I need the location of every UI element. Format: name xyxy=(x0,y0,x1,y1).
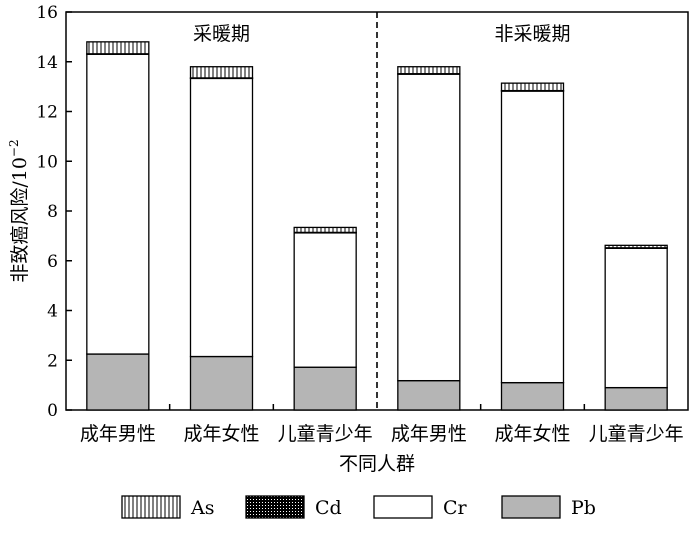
bar-segment-as xyxy=(604,244,668,249)
bar-stack xyxy=(293,226,357,411)
y-tick-label: 6 xyxy=(47,252,58,272)
x-tick-label: 成年男性 xyxy=(391,423,467,445)
y-tick-label: 0 xyxy=(47,401,58,421)
bar-segment-cr xyxy=(189,77,254,358)
legend-item: Cr xyxy=(373,495,468,519)
bar-segment-pb xyxy=(604,386,668,411)
y-tick-label: 4 xyxy=(47,302,58,322)
bar-segment-pb xyxy=(293,366,357,411)
bar-segment-cr xyxy=(293,232,357,368)
axes xyxy=(65,11,689,411)
group-label: 采暖期 xyxy=(193,23,250,45)
x-axis-title: 不同人群 xyxy=(339,453,415,475)
x-axis-tick-labels: 成年男性 成年女性 儿童青少年 成年男性 成年女性 儿童青少年 xyxy=(80,404,684,445)
bar-segment-cr xyxy=(604,247,668,389)
group-label: 非采暖期 xyxy=(494,23,570,45)
legend: As Cd Cr Pb xyxy=(121,495,596,519)
legend-swatch-as xyxy=(121,495,181,519)
legend-swatch-cd xyxy=(245,495,305,519)
bar-segment-cr xyxy=(86,53,150,355)
bar-segment-pb xyxy=(500,381,565,411)
legend-label: Cd xyxy=(315,497,342,519)
group-labels: 采暖期 非采暖期 xyxy=(193,23,571,45)
x-tick-label: 儿童青少年 xyxy=(278,423,373,445)
bar-stack xyxy=(604,244,668,411)
y-tick-label: 2 xyxy=(47,351,58,371)
bar-stack xyxy=(397,66,461,411)
x-tick-label: 儿童青少年 xyxy=(589,423,684,445)
legend-item: Cd xyxy=(245,495,342,519)
legend-label: Cr xyxy=(443,497,468,519)
y-axis-title-text: 非致癌风险/10 xyxy=(9,157,31,283)
legend-item: Pb xyxy=(501,495,596,519)
bars xyxy=(86,41,668,411)
legend-swatch-cr xyxy=(373,495,433,519)
bar-segment-pb xyxy=(189,355,254,411)
y-tick-label: 12 xyxy=(36,103,58,123)
bar-segment-as xyxy=(397,66,461,75)
bar-segment-as xyxy=(86,41,150,55)
y-axis-title-exponent: −2 xyxy=(7,139,21,157)
legend-label: As xyxy=(190,497,214,519)
bar-segment-pb xyxy=(86,353,150,411)
legend-swatch-pb xyxy=(501,495,561,519)
bar-segment-cr xyxy=(500,90,565,384)
plot-frame xyxy=(65,11,689,411)
x-tick-label: 成年男性 xyxy=(80,423,156,445)
bar-segment-as xyxy=(293,226,357,234)
bar-segment-cr xyxy=(397,73,461,382)
bar-stack xyxy=(86,41,150,411)
y-tick-label: 14 xyxy=(36,53,58,73)
y-axis-title: 非致癌风险/10−2 xyxy=(7,139,31,282)
legend-item: As xyxy=(121,495,214,519)
bar-stack xyxy=(500,82,565,411)
bar-segment-as xyxy=(500,82,565,92)
y-tick-label: 16 xyxy=(36,3,58,23)
y-tick-label: 10 xyxy=(36,152,58,172)
bar-segment-pb xyxy=(397,379,461,411)
y-axis-ticks: 0 2 4 6 8 10 12 14 16 xyxy=(36,3,72,421)
legend-label: Pb xyxy=(571,497,596,519)
x-tick-label: 成年女性 xyxy=(494,423,570,445)
x-tick-label: 成年女性 xyxy=(183,423,259,445)
bar-segment-as xyxy=(189,66,254,79)
y-tick-label: 8 xyxy=(47,202,58,222)
bar-stack xyxy=(189,66,254,411)
